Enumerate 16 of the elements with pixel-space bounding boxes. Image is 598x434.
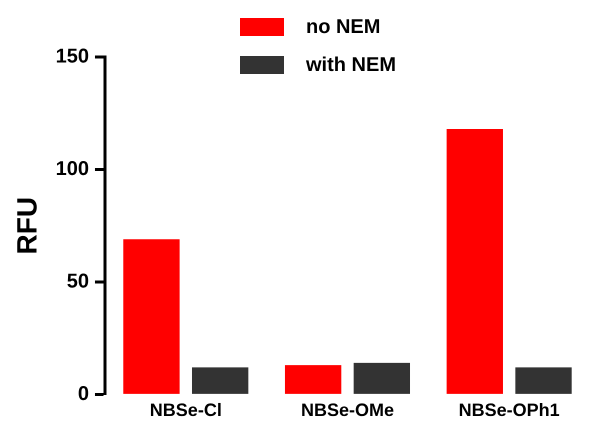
x-tick-label: NBSe-Cl xyxy=(150,400,222,420)
bar xyxy=(284,365,342,394)
bar xyxy=(354,362,410,394)
y-tick-label: 150 xyxy=(56,46,89,68)
y-tick-label: 50 xyxy=(66,270,89,292)
y-tick-label: 0 xyxy=(78,382,89,405)
bar xyxy=(515,367,572,394)
x-tick-label: NBSe-OMe xyxy=(300,400,394,420)
x-tick-label: NBSe-OPh1 xyxy=(458,400,560,420)
bar xyxy=(446,128,503,394)
bar xyxy=(192,367,248,394)
y-axis-title: RFU xyxy=(12,196,43,254)
legend-label: with NEM xyxy=(306,54,396,76)
bar xyxy=(123,239,180,394)
y-tick-label: 100 xyxy=(56,158,89,180)
legend-label: no NEM xyxy=(306,16,380,38)
